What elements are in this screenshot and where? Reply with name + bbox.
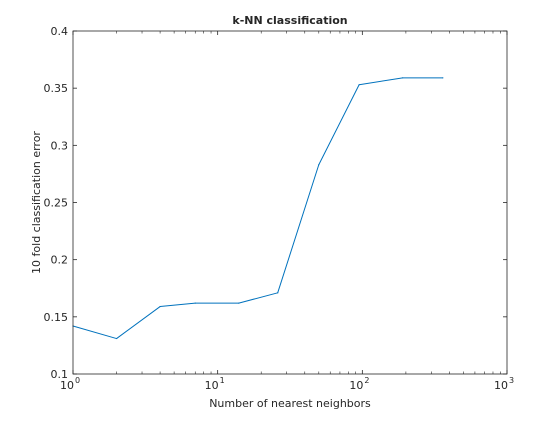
x-tick-label-base: 10 [205,379,219,392]
x-tick-label-exponent: 3 [509,376,514,385]
y-tick-label: 0.2 [51,254,69,267]
x-tick-label-exponent: 0 [75,376,80,385]
data-point [238,302,240,304]
y-axis-label: 10 fold classification error [30,131,43,274]
chart-title: k-NN classification [232,14,347,27]
data-point [358,84,360,86]
data-point [402,77,404,79]
x-tick-label-base: 10 [349,379,363,392]
y-tick-label: 0.1 [51,368,69,381]
y-tick-label: 0.15 [44,311,69,324]
x-axis-label: Number of nearest neighbors [209,397,371,410]
y-tick-label: 0.3 [51,139,69,152]
x-tick-label-base: 10 [60,379,74,392]
data-point [159,305,161,308]
x-tick-label-exponent: 1 [220,376,225,385]
data-point [318,164,320,166]
data-point [194,302,196,304]
x-tick-label-base: 10 [494,379,508,392]
x-tick-label-exponent: 2 [364,376,369,385]
series-line [72,77,443,340]
data-point [115,337,118,340]
y-tick-label: 0.4 [51,25,69,38]
y-tick-label: 0.25 [44,197,69,210]
axes-box [72,30,508,375]
y-tick-label: 0.35 [44,82,69,95]
data-point [277,292,279,294]
ticks-layer: 0.10.150.20.250.30.350.410 0 10 1 10 2 10 3 [44,25,515,392]
data-point [442,77,444,79]
